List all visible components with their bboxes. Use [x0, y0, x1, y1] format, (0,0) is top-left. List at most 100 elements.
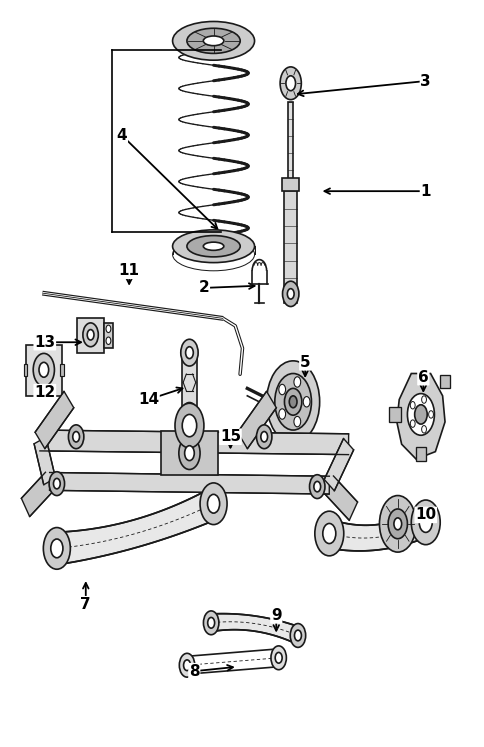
Circle shape: [322, 524, 335, 544]
Circle shape: [409, 420, 414, 427]
Polygon shape: [396, 374, 444, 459]
Polygon shape: [40, 430, 348, 455]
Circle shape: [53, 478, 60, 489]
Circle shape: [293, 416, 300, 427]
Bar: [104, 323, 113, 348]
Circle shape: [282, 281, 298, 306]
Circle shape: [43, 527, 70, 569]
Circle shape: [421, 426, 425, 433]
Circle shape: [410, 500, 439, 545]
Circle shape: [83, 323, 98, 347]
Text: 8: 8: [189, 663, 199, 679]
Circle shape: [181, 403, 198, 430]
Circle shape: [314, 511, 343, 556]
Ellipse shape: [186, 235, 240, 257]
Circle shape: [414, 405, 426, 424]
Circle shape: [185, 410, 193, 422]
Circle shape: [387, 509, 407, 539]
Polygon shape: [324, 476, 357, 521]
Circle shape: [309, 474, 324, 498]
Circle shape: [203, 611, 218, 635]
Circle shape: [179, 654, 195, 677]
Text: 15: 15: [219, 430, 241, 444]
Circle shape: [73, 432, 79, 442]
Ellipse shape: [186, 28, 240, 53]
Circle shape: [302, 397, 309, 407]
Circle shape: [207, 495, 219, 513]
Bar: [388, 407, 400, 422]
Bar: [77, 317, 104, 353]
Bar: [439, 375, 449, 388]
Circle shape: [278, 384, 285, 394]
Circle shape: [185, 347, 193, 359]
Circle shape: [289, 624, 305, 648]
Bar: [26, 345, 61, 396]
Polygon shape: [210, 613, 298, 645]
Circle shape: [49, 472, 64, 495]
Circle shape: [313, 481, 320, 492]
Polygon shape: [35, 391, 74, 449]
Text: 12: 12: [34, 385, 55, 400]
Circle shape: [260, 432, 267, 442]
Circle shape: [280, 67, 301, 99]
Circle shape: [421, 396, 425, 403]
Circle shape: [409, 402, 414, 409]
Circle shape: [207, 618, 214, 628]
Bar: [24, 364, 28, 376]
Ellipse shape: [203, 36, 223, 46]
Circle shape: [288, 396, 296, 408]
Circle shape: [175, 403, 203, 448]
Polygon shape: [324, 438, 353, 491]
Text: 5: 5: [299, 355, 310, 370]
Bar: [160, 431, 218, 475]
Text: 4: 4: [116, 128, 127, 143]
Circle shape: [274, 374, 311, 430]
Circle shape: [68, 425, 84, 449]
Circle shape: [106, 325, 111, 332]
Polygon shape: [328, 507, 425, 551]
Circle shape: [183, 660, 190, 671]
Polygon shape: [237, 391, 276, 449]
Ellipse shape: [172, 22, 254, 61]
Polygon shape: [21, 472, 54, 517]
Bar: [182, 354, 197, 414]
Text: 7: 7: [80, 597, 91, 612]
Circle shape: [285, 75, 295, 90]
Circle shape: [33, 353, 54, 386]
Ellipse shape: [203, 242, 223, 250]
Polygon shape: [186, 649, 278, 674]
Circle shape: [200, 483, 227, 524]
Circle shape: [418, 512, 431, 533]
Circle shape: [51, 539, 63, 558]
Text: 9: 9: [271, 608, 281, 623]
Text: 2: 2: [198, 280, 209, 295]
Circle shape: [428, 411, 433, 418]
Circle shape: [179, 437, 200, 470]
Circle shape: [293, 376, 300, 387]
Circle shape: [393, 518, 401, 530]
Circle shape: [407, 394, 434, 436]
Circle shape: [278, 409, 285, 419]
Circle shape: [106, 337, 111, 344]
Bar: [281, 178, 299, 191]
Text: 10: 10: [414, 507, 436, 522]
Circle shape: [294, 630, 301, 641]
Bar: [415, 447, 425, 461]
Circle shape: [256, 425, 272, 449]
Circle shape: [378, 495, 415, 552]
Bar: [287, 102, 293, 187]
Circle shape: [39, 362, 48, 377]
Circle shape: [266, 361, 319, 443]
Circle shape: [287, 288, 293, 299]
Bar: [60, 364, 63, 376]
Circle shape: [284, 388, 301, 415]
Text: 11: 11: [119, 263, 139, 279]
Text: 3: 3: [420, 73, 430, 89]
Polygon shape: [55, 488, 215, 565]
Text: 13: 13: [34, 335, 55, 350]
Polygon shape: [34, 437, 55, 485]
Circle shape: [182, 415, 197, 437]
Circle shape: [271, 646, 286, 670]
Ellipse shape: [172, 230, 254, 263]
Circle shape: [181, 339, 198, 366]
